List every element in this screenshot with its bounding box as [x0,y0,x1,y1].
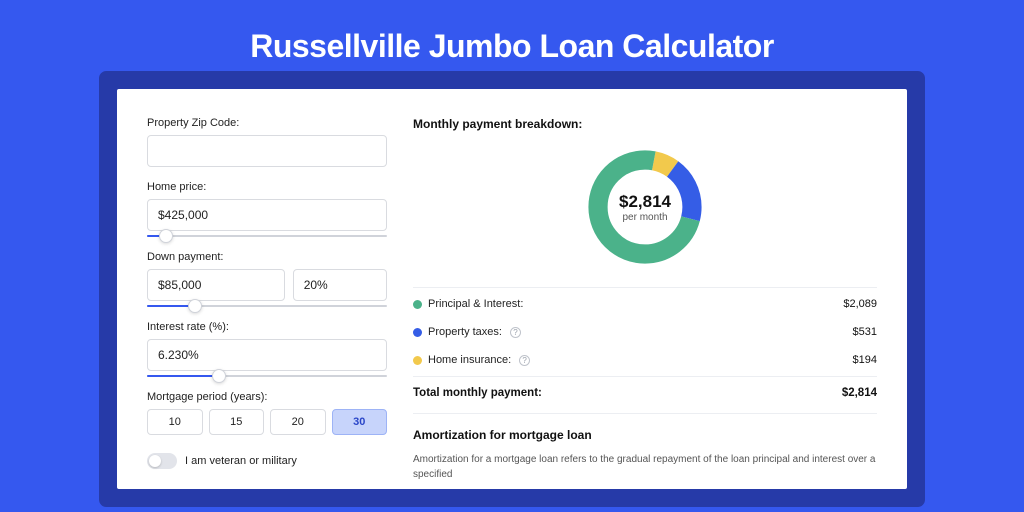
legend-label: Home insurance: [428,354,511,366]
veteran-toggle[interactable] [147,453,177,469]
legend-dot-icon [413,356,422,365]
slider-thumb[interactable] [212,369,226,383]
inputs-column: Property Zip Code: Home price: Down paym… [147,117,387,489]
home-price-slider[interactable] [147,235,387,237]
down-payment-amount-input[interactable] [147,269,285,301]
legend-dot-icon [413,328,422,337]
mortgage-period-option[interactable]: 20 [270,409,326,435]
total-row: Total monthly payment: $2,814 [413,376,877,413]
legend-label: Property taxes: [428,326,502,338]
mortgage-period-option[interactable]: 10 [147,409,203,435]
legend-row: Property taxes:? $531 [413,318,877,346]
amortization-block: Amortization for mortgage loan Amortizat… [413,413,877,482]
donut-sub: per month [622,212,667,223]
zip-input[interactable] [147,135,387,167]
amortization-text: Amortization for a mortgage loan refers … [413,452,877,482]
legend-value: $531 [853,326,877,338]
home-price-label: Home price: [147,181,387,193]
down-payment-slider[interactable] [147,305,387,307]
payment-donut-chart: $2,814 per month [583,145,707,269]
legend-value: $2,089 [843,298,877,310]
home-price-input[interactable] [147,199,387,231]
slider-thumb[interactable] [188,299,202,313]
calculator-panel: Property Zip Code: Home price: Down paym… [117,89,907,489]
total-value: $2,814 [842,387,877,399]
legend-value: $194 [853,354,877,366]
amortization-heading: Amortization for mortgage loan [413,428,877,442]
interest-rate-slider[interactable] [147,375,387,377]
interest-rate-label: Interest rate (%): [147,321,387,333]
slider-fill [147,375,219,377]
legend-row: Principal & Interest: $2,089 [413,290,877,318]
mortgage-period-group: 10152030 [147,409,387,435]
mortgage-period-option[interactable]: 30 [332,409,388,435]
zip-label: Property Zip Code: [147,117,387,129]
down-payment-label: Down payment: [147,251,387,263]
mortgage-period-label: Mortgage period (years): [147,391,387,403]
down-payment-percent-input[interactable] [293,269,387,301]
legend-label: Principal & Interest: [428,298,523,310]
info-icon[interactable]: ? [519,355,530,366]
slider-thumb[interactable] [159,229,173,243]
breakdown-heading: Monthly payment breakdown: [413,117,877,131]
interest-rate-input[interactable] [147,339,387,371]
total-label: Total monthly payment: [413,387,542,399]
toggle-knob [149,455,161,467]
results-column: Monthly payment breakdown: $2,814 per mo… [413,117,877,489]
page-title: Russellville Jumbo Loan Calculator [0,0,1024,89]
donut-amount: $2,814 [619,192,671,212]
info-icon[interactable]: ? [510,327,521,338]
legend-dot-icon [413,300,422,309]
divider [413,287,877,288]
donut-center: $2,814 per month [583,145,707,269]
mortgage-period-option[interactable]: 15 [209,409,265,435]
veteran-toggle-label: I am veteran or military [185,455,297,467]
legend-row: Home insurance:? $194 [413,346,877,374]
